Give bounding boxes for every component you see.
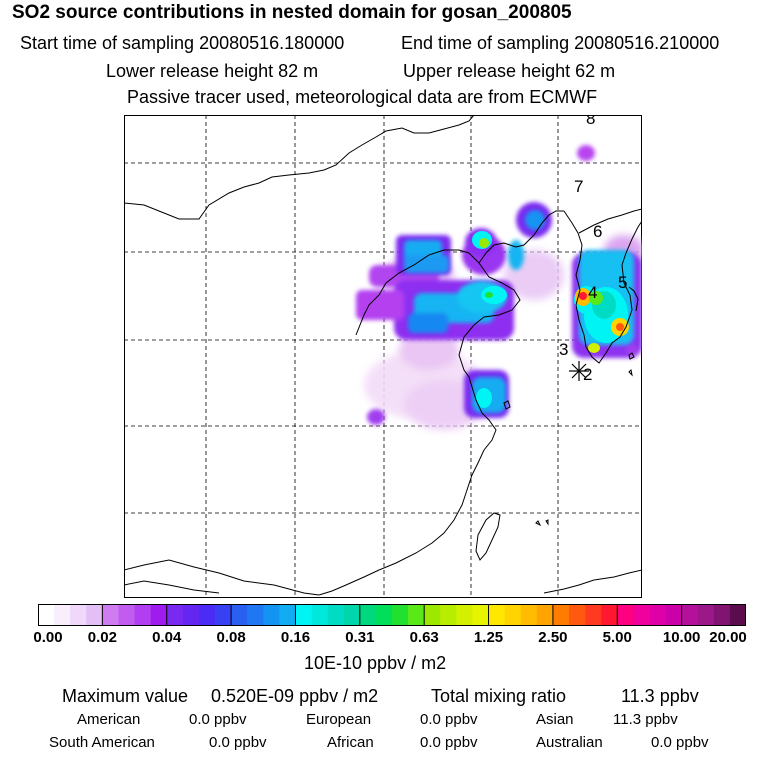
region-name: South American xyxy=(49,734,155,751)
receptor-star-icon xyxy=(569,361,589,381)
colorbar-cell xyxy=(440,604,457,626)
total-mixing-value: 11.3 ppbv xyxy=(621,686,699,706)
colorbar-cell xyxy=(392,604,409,626)
map-label-2: 2 xyxy=(583,365,592,384)
region-value: 0.0 ppbv xyxy=(209,734,267,751)
region-value: 0.0 ppbv xyxy=(420,734,478,751)
colorbar-cell xyxy=(472,604,489,626)
colorbar-cell xyxy=(408,604,425,626)
map-label-4: 4 xyxy=(588,283,597,302)
colorbar-cell xyxy=(585,604,602,626)
colorbar-cell xyxy=(665,604,682,626)
colorbar-cell xyxy=(569,604,586,626)
colorbar-cell xyxy=(504,604,522,626)
map-label-3: 3 xyxy=(559,340,568,359)
colorbar-cell xyxy=(86,604,103,626)
colorbar-cell xyxy=(343,604,361,626)
colorbar-cell xyxy=(375,604,393,626)
colorbar-cell xyxy=(70,604,87,626)
colorbar-cell xyxy=(54,604,71,626)
colorbar xyxy=(38,604,746,626)
colorbar-cell xyxy=(488,604,505,626)
colorbar-tick-label: 0.16 xyxy=(280,629,311,646)
total-mixing-label: Total mixing ratio xyxy=(431,686,567,706)
colorbar-cell xyxy=(263,604,280,626)
region-name: American xyxy=(77,711,141,728)
colorbar-cell xyxy=(729,604,746,626)
map-label-6: 6 xyxy=(593,222,602,241)
colorbar-cell xyxy=(456,604,473,626)
region-value: 11.3 ppbv xyxy=(613,711,678,728)
colorbar-cell xyxy=(617,604,634,626)
colorbar-cell xyxy=(215,604,232,626)
max-value-label: Maximum value xyxy=(62,686,189,706)
region-value: 0.0 ppbv xyxy=(189,711,247,728)
colorbar-tick-label: 5.00 xyxy=(602,629,632,646)
colorbar-tick-label: 1.25 xyxy=(473,629,504,646)
map-label-7: 7 xyxy=(574,177,583,196)
region-name: Asian xyxy=(536,711,574,728)
colorbar-tick-label: 2.50 xyxy=(538,629,568,646)
tracer-note: Passive tracer used, meteorological data… xyxy=(127,87,598,107)
map-label-8: 8 xyxy=(586,115,595,128)
colorbar-cell xyxy=(182,604,200,626)
region-value: 0.0 ppbv xyxy=(420,711,478,728)
colorbar-cell xyxy=(102,604,119,626)
colorbar-tick-label: 0.00 xyxy=(33,629,63,646)
colorbar-cell xyxy=(38,604,55,626)
colorbar-cell xyxy=(231,604,248,626)
colorbar-cell xyxy=(359,604,377,626)
colorbar-cell xyxy=(166,604,184,626)
upper-height-label: Upper release height 62 m xyxy=(403,61,616,81)
colorbar-cell xyxy=(327,604,345,626)
colorbar-tick-label: 0.08 xyxy=(216,629,246,646)
trajectory-labels: 8 7 6 5 4 3 2 xyxy=(559,115,627,384)
colorbar-tick-label: 0.02 xyxy=(87,629,117,646)
colorbar-tick-label: 0.31 xyxy=(345,629,375,646)
colorbar-cell xyxy=(552,604,570,626)
figure-title: SO2 source contributions in nested domai… xyxy=(12,2,572,23)
region-value: 0.0 ppbv xyxy=(651,734,709,751)
colorbar-cell xyxy=(713,604,731,626)
colorbar-cell xyxy=(279,604,296,626)
colorbar-unit: 10E-10 ppbv / m2 xyxy=(304,653,447,673)
end-time-label: End time of sampling 20080516.210000 xyxy=(401,33,720,53)
colorbar-tick-label: 10.00 xyxy=(662,629,701,646)
map-label-5: 5 xyxy=(618,273,627,292)
coastlines xyxy=(124,115,642,596)
colorbar-cell xyxy=(118,604,135,626)
colorbar-cell xyxy=(649,604,666,626)
colorbar-cell xyxy=(198,604,216,626)
colorbar-cell xyxy=(424,604,441,626)
colorbar-tick-label: 20.00 xyxy=(709,629,747,646)
map-graticule xyxy=(124,115,642,598)
colorbar-cell xyxy=(247,604,264,626)
colorbar-tick-label: 0.63 xyxy=(409,629,439,646)
colorbar-cell xyxy=(536,604,554,626)
colorbar-tick-label: 0.04 xyxy=(152,629,182,646)
colorbar-cell xyxy=(134,604,151,626)
colorbar-cell xyxy=(311,604,328,626)
region-name: African xyxy=(327,734,374,751)
concentration-field xyxy=(356,145,642,430)
colorbar-cell xyxy=(633,604,650,626)
lower-height-label: Lower release height 82 m xyxy=(106,61,319,81)
colorbar-cell xyxy=(150,604,168,626)
colorbar-cell xyxy=(295,604,312,626)
map-panel: 8 7 6 5 4 3 2 xyxy=(124,115,642,598)
start-time-label: Start time of sampling 20080516.180000 xyxy=(20,33,345,53)
region-name: European xyxy=(306,711,372,728)
colorbar-cell xyxy=(697,604,715,626)
region-name: Australian xyxy=(536,734,603,751)
colorbar-cell xyxy=(681,604,699,626)
map-frame xyxy=(124,115,642,598)
colorbar-cell xyxy=(520,604,538,626)
colorbar-cell xyxy=(601,604,618,626)
max-value: 0.520E-09 ppbv / m2 xyxy=(211,686,379,706)
